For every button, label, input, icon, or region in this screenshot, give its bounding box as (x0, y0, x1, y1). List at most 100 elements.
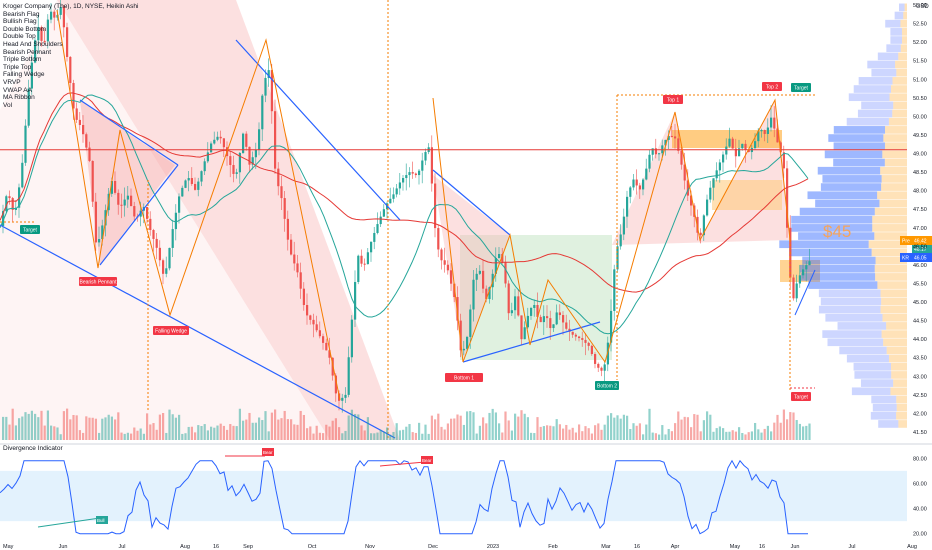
indicator-item[interactable]: Double Bottom (3, 25, 46, 33)
candle-body (245, 133, 248, 147)
volume-bar (472, 412, 475, 440)
vrvp-bar-up (881, 330, 907, 338)
volume-bar (251, 422, 254, 440)
volume-bar (322, 433, 325, 440)
candle-body (197, 181, 200, 190)
candle-body (62, 6, 65, 28)
candle-body (456, 297, 459, 321)
volume-bar (453, 418, 456, 440)
volume-bar (226, 429, 229, 440)
volume-bar (613, 417, 616, 440)
candle-body (213, 139, 216, 144)
volume-bar (354, 413, 357, 440)
volume-bar (110, 416, 113, 440)
volume-bar (530, 432, 533, 440)
vrvp-bar-up (893, 101, 907, 110)
volume-bar (187, 426, 190, 440)
price-axis[interactable] (907, 0, 932, 445)
candle-body (786, 168, 789, 228)
candle-body (363, 263, 366, 265)
chart-title[interactable]: Kroger Company (The), 1D, NYSE, Heikin A… (3, 3, 139, 10)
volume-bar (430, 415, 433, 440)
volume-bar (350, 409, 353, 440)
candle-body (120, 204, 123, 206)
vrvp-bar-up (882, 313, 907, 322)
zigzag-orange-2 (432, 97, 791, 364)
volume-bar (802, 426, 805, 440)
vwap-orange-zone-2 (712, 180, 782, 210)
candle-body (126, 195, 129, 200)
volume-bar (424, 424, 427, 440)
indicator-item[interactable]: VWAP AA (3, 86, 32, 94)
indicator-item[interactable]: Bearish Pennant (3, 48, 52, 56)
volume-bar (219, 423, 222, 440)
indicator-item[interactable]: MA Ribbon (3, 94, 35, 102)
volume-bar (216, 425, 219, 440)
price-tick: 52.00 (913, 40, 927, 46)
candle-body (747, 149, 750, 153)
vrvp-bar-up (892, 77, 907, 85)
vrvp-bar (820, 297, 882, 306)
candle-body (392, 194, 395, 199)
vrvp-bar (799, 207, 875, 216)
ma-red-line (0, 92, 809, 293)
oscillator-axis-ticks: 80.00 60.00 40.00 20.00 (913, 456, 927, 537)
volume-bar (584, 426, 587, 440)
volume-bar (40, 410, 43, 440)
vrvp-bar-up (874, 264, 907, 273)
volume-bar (568, 429, 571, 440)
volume-bar (318, 432, 321, 440)
candle-body (517, 296, 520, 316)
vrvp-bar (899, 3, 905, 12)
volume-bar (405, 426, 408, 440)
time-tick: Jun (791, 544, 800, 550)
indicator-item[interactable]: VRVP (3, 78, 21, 86)
indicator-item[interactable]: Double Top (3, 33, 36, 41)
indicator-item[interactable]: Bearish Flag (3, 10, 40, 18)
volume-bar (622, 414, 625, 440)
indicator-item[interactable]: Falling Wedge (3, 71, 45, 79)
time-tick: Dec (428, 544, 438, 550)
volume-bar (75, 415, 78, 440)
time-tick: May (3, 544, 14, 550)
candle-body (795, 283, 798, 299)
oscillator-title[interactable]: Divergence Indicator (3, 445, 63, 452)
candle-body (382, 209, 385, 217)
vrvp-bar (825, 313, 883, 322)
volume-bar (152, 423, 155, 440)
candle-body (459, 320, 462, 351)
pattern-lines (0, 0, 816, 440)
indicator-item[interactable]: Head And Shoulders (3, 40, 63, 48)
volume-bar (78, 430, 81, 440)
candle-body (738, 148, 741, 157)
indicator-item[interactable]: Triple Top (3, 63, 32, 71)
vrvp-bar (822, 175, 882, 183)
time-tick: Feb (548, 544, 557, 550)
candle-body (722, 154, 725, 163)
candle-body (312, 319, 315, 325)
label-bottom-1: Bottom 1 (454, 376, 474, 382)
volume-bar (459, 415, 462, 440)
candle-body (792, 277, 795, 299)
indicator-item[interactable]: Vol (3, 101, 13, 109)
volume-bar (18, 418, 21, 440)
vrvp-bar (886, 44, 901, 53)
volume-bar (8, 424, 11, 440)
candle-body (24, 125, 27, 163)
volume-bar (587, 428, 590, 440)
time-axis[interactable]: May Jun Jul Aug 16 Sep Oct Nov Dec 2023 Feb Mar 16 Ap… (3, 544, 917, 550)
candle-body (552, 324, 555, 329)
candle-body (2, 211, 5, 226)
indicator-item[interactable]: Bullish Flag (3, 18, 37, 26)
vrvp-bar-up (889, 93, 907, 102)
volume-bar (773, 422, 776, 440)
volume-bar (162, 413, 165, 440)
price-tick: 51.50 (913, 59, 927, 65)
candle-body (267, 70, 270, 79)
volume-bar (366, 417, 369, 440)
volume-bar (5, 416, 8, 440)
indicator-item[interactable]: Triple Bottom (3, 56, 42, 64)
volume-bar (235, 426, 238, 440)
candle-body (88, 147, 91, 161)
